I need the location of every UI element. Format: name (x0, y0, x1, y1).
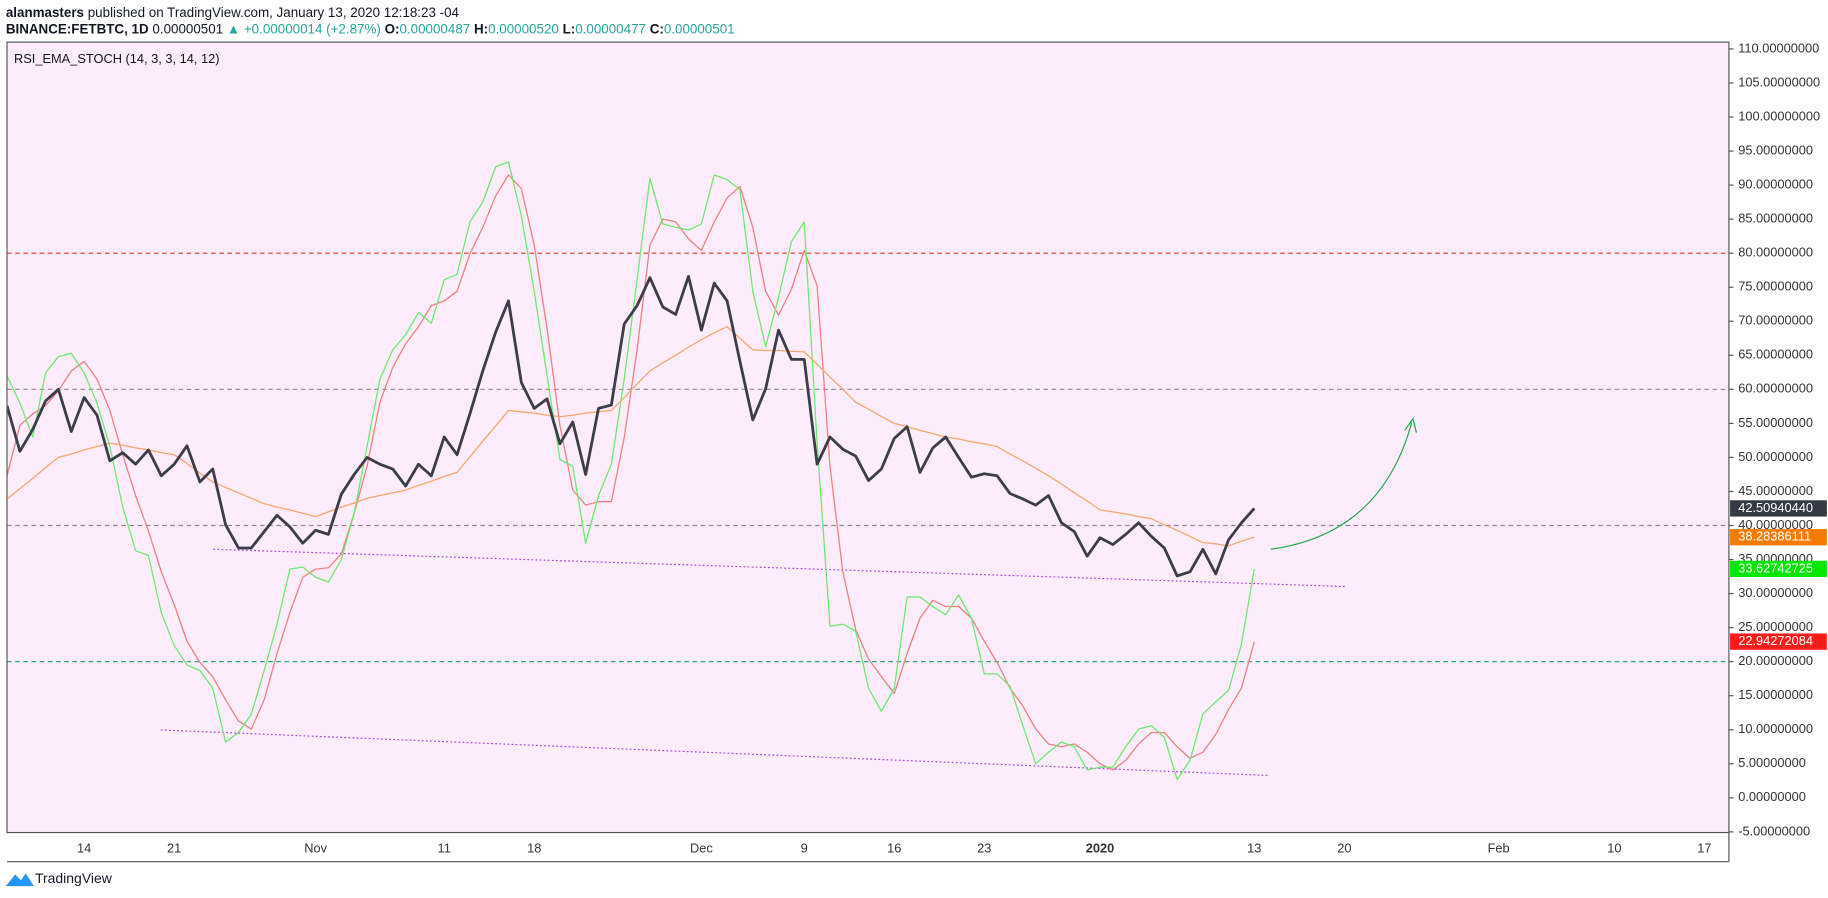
x-tick-label: 18 (527, 840, 541, 855)
projection-arrow (1270, 422, 1413, 550)
trendline (213, 548, 1347, 588)
symbol: BINANCE:FETBTC, 1D (6, 21, 149, 36)
footer-logo: TradingView (5, 870, 113, 887)
ohlc-label: H: (474, 21, 488, 36)
series-line (6, 174, 1255, 771)
last-value-label: 42.50940440 (1738, 500, 1813, 515)
series-line (6, 274, 1256, 578)
y-tick-label: 85.00000000 (1738, 211, 1813, 226)
y-tick-label: 50.00000000 (1738, 449, 1813, 464)
ohlc-value: 0.00000477 (575, 21, 646, 36)
ohlc-label: C: (650, 21, 664, 36)
ohlc-label: L: (563, 21, 576, 36)
y-tick-label: 25.00000000 (1738, 619, 1813, 634)
reference-lines (6, 252, 1729, 663)
y-tick-label: 55.00000000 (1738, 415, 1813, 430)
last-value-label: 22.94272084 (1738, 633, 1813, 648)
plot-background (6, 42, 1729, 833)
x-tick-label: 20 (1337, 840, 1351, 855)
brand: TradingView (35, 870, 113, 886)
ohlc-value: 0.00000520 (488, 21, 559, 36)
y-tick-label: 0.00000000 (1738, 789, 1806, 804)
last-value-label: 38.28386111 (1738, 529, 1811, 544)
y-tick-label: 45.00000000 (1738, 483, 1813, 498)
x-tick-label: Dec (690, 840, 713, 855)
y-tick-label: 100.00000000 (1738, 108, 1820, 123)
y-tick-label: 110.00000000 (1738, 40, 1819, 55)
y-tick-label: 105.00000000 (1738, 74, 1820, 89)
x-tick-label: 14 (77, 840, 91, 855)
last-value-label: 33.62742725 (1738, 560, 1813, 575)
plot-frame (6, 41, 1730, 834)
ohlc-value: 0.00000501 (664, 21, 735, 36)
indicator-title: RSI_EMA_STOCH (14, 3, 3, 14, 12) (14, 51, 220, 66)
y-tick-label: 80.00000000 (1738, 245, 1813, 260)
x-tick-label: 13 (1247, 840, 1261, 855)
y-tick-label: 70.00000000 (1738, 313, 1813, 328)
y-tick-label: 20.00000000 (1738, 653, 1813, 668)
symbol-line: BINANCE:FETBTC, 1D 0.00000501 ▲ +0.00000… (6, 21, 735, 36)
y-tick-label: 15.00000000 (1738, 687, 1813, 702)
x-tick-label: Feb (1488, 840, 1510, 855)
x-tick-label: 21 (167, 840, 181, 855)
y-tick-label: 40.00000000 (1738, 517, 1813, 532)
change: ▲ +0.00000014 (+2.87%) (227, 21, 381, 36)
last-value-marker (1730, 500, 1827, 517)
x-tick-label: 23 (977, 840, 991, 855)
y-tick-label: 30.00000000 (1738, 585, 1813, 600)
y-tick-label: 90.00000000 (1738, 176, 1813, 191)
y-tick-label: 95.00000000 (1738, 142, 1813, 157)
trendline (160, 729, 1269, 777)
drawings (160, 417, 1418, 777)
y-tick-label: 60.00000000 (1738, 381, 1813, 396)
publish-info: published on TradingView.com, January 13… (88, 5, 460, 20)
axes: 110.00000000105.00000000100.0000000095.0… (77, 40, 1827, 855)
last-value-marker (1730, 633, 1827, 650)
y-tick-label: -5.00000000 (1738, 823, 1810, 838)
x-tick-label: 2020 (1086, 840, 1115, 855)
author: alanmasters (6, 5, 84, 20)
logo-icon (5, 873, 34, 887)
ohlc-value: 0.00000487 (399, 21, 470, 36)
x-tick-label: 10 (1607, 840, 1621, 855)
y-tick-label: 5.00000000 (1738, 755, 1806, 770)
ohlc-label: O: (385, 21, 400, 36)
x-tick-label: 11 (438, 840, 451, 855)
x-tick-label: 17 (1697, 840, 1711, 855)
x-tick-label: 9 (801, 840, 808, 855)
y-tick-label: 65.00000000 (1738, 347, 1813, 362)
y-tick-label: 75.00000000 (1738, 279, 1813, 294)
series-line (6, 161, 1255, 781)
series-layer (6, 161, 1256, 781)
last-value-marker (1730, 529, 1827, 546)
publish-line: alanmasters published on TradingView.com… (6, 5, 460, 20)
x-tick-label: Nov (304, 840, 327, 855)
y-tick-label: 10.00000000 (1738, 721, 1813, 736)
last-value-marker (1730, 560, 1827, 578)
price: 0.00000501 (152, 21, 223, 36)
arrow-head (1404, 417, 1418, 433)
x-tick-label: 16 (887, 840, 901, 855)
